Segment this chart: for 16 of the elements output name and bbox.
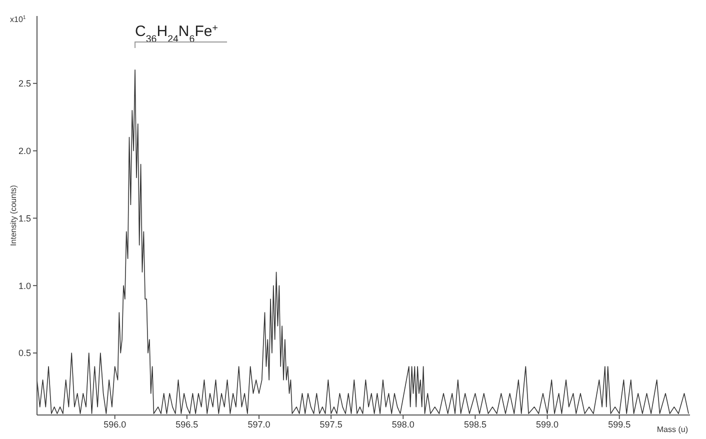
y-tick-label: 0.5 <box>18 348 31 358</box>
y-axis-title: Intensity (counts) <box>9 184 18 246</box>
y-tick-label: 1.5 <box>18 213 31 224</box>
x-tick-label: 596.0 <box>104 419 126 430</box>
x-tick-label: 598.0 <box>392 419 414 430</box>
x-tick-label: 597.0 <box>248 419 270 430</box>
x-tick-label: 598.5 <box>464 419 486 430</box>
x-tick-label: 596.5 <box>176 419 198 430</box>
x-tick-label: 599.0 <box>536 419 559 430</box>
y-tick-label: 2.5 <box>18 78 31 89</box>
text: x10$^{1}$ <box>10 15 26 24</box>
x-tick-label: 597.5 <box>320 419 342 430</box>
x-tick-label: 599.5 <box>608 419 631 430</box>
x-axis-title: Mass (u) <box>656 425 688 434</box>
y-tick-label: 1.0 <box>18 280 31 291</box>
y-tick-label: 2.0 <box>18 146 31 156</box>
